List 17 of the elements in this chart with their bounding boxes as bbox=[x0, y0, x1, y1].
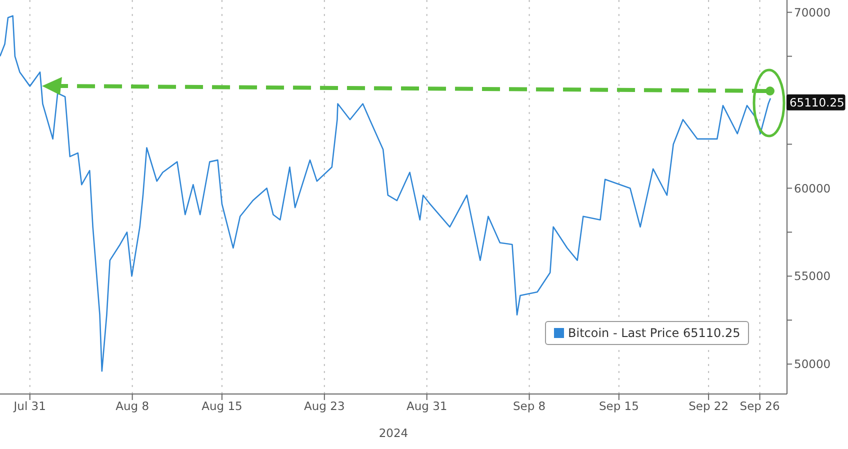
x-tick-label: Sep 15 bbox=[598, 399, 639, 414]
x-axis-title: 2024 bbox=[378, 426, 408, 440]
data-label: 65110.25 bbox=[789, 95, 844, 110]
x-tick-label: Aug 8 bbox=[116, 399, 150, 414]
x-tick-label: Aug 23 bbox=[304, 399, 345, 414]
x-tick-label: Jul 31 bbox=[12, 399, 46, 414]
x-tick-label: Aug 31 bbox=[406, 399, 448, 414]
y-tick-label: 50000 bbox=[794, 357, 831, 372]
x-tick-label: Sep 26 bbox=[740, 399, 780, 414]
x-tick-label: Sep 22 bbox=[688, 399, 729, 414]
legend-label: Bitcoin - Last Price 65110.25 bbox=[568, 326, 740, 340]
y-tick-label: 55000 bbox=[794, 269, 831, 284]
line-series bbox=[0, 15, 772, 372]
x-tick-label: Sep 8 bbox=[512, 399, 546, 414]
y-tick-label: 70000 bbox=[794, 5, 831, 20]
y-tick-label: 60000 bbox=[794, 181, 831, 196]
x-tick-label: Aug 15 bbox=[202, 399, 242, 414]
